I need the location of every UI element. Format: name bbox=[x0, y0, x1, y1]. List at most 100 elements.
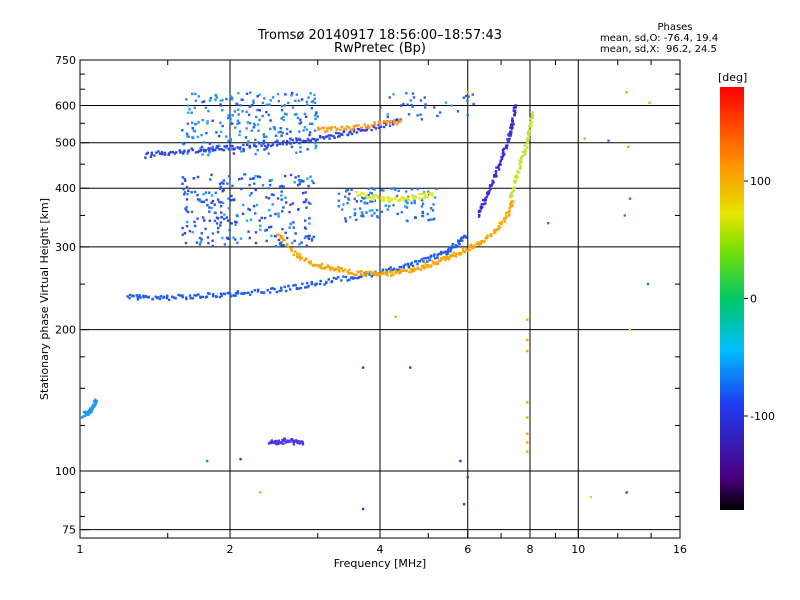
cluster-point bbox=[424, 103, 427, 106]
cluster-point bbox=[314, 117, 317, 121]
trace-point bbox=[184, 296, 188, 299]
trace-point bbox=[387, 198, 390, 202]
trace-point bbox=[365, 193, 368, 197]
cluster-point bbox=[245, 110, 248, 114]
trace-point bbox=[480, 240, 484, 243]
cluster-point bbox=[282, 243, 285, 247]
cluster-point bbox=[267, 152, 270, 155]
trace-point bbox=[95, 399, 98, 403]
trace-point bbox=[507, 140, 510, 143]
cluster-point bbox=[342, 203, 345, 206]
trace-point bbox=[353, 276, 357, 280]
trace-point bbox=[444, 256, 447, 259]
trace-point bbox=[395, 123, 398, 126]
trace-point bbox=[466, 249, 470, 253]
trace-point bbox=[183, 149, 186, 153]
trace-point bbox=[377, 196, 380, 200]
trace-point bbox=[458, 243, 461, 246]
trace-point bbox=[491, 179, 494, 183]
cluster-point bbox=[220, 211, 223, 214]
cluster-point bbox=[247, 230, 250, 233]
trace-point bbox=[159, 295, 163, 298]
trace-point bbox=[383, 199, 386, 202]
trace-point bbox=[274, 439, 277, 443]
trace-point bbox=[236, 290, 239, 293]
cluster-point bbox=[191, 92, 194, 96]
trace-point bbox=[236, 292, 240, 295]
x-tick-label: 10 bbox=[571, 543, 585, 556]
trace-point bbox=[225, 144, 229, 148]
cluster-point bbox=[239, 104, 242, 107]
trace-point bbox=[299, 138, 302, 142]
trace-point bbox=[279, 237, 282, 240]
cluster-point bbox=[355, 200, 358, 203]
cluster-point bbox=[305, 100, 309, 103]
cluster-point bbox=[293, 113, 297, 116]
cluster-point bbox=[313, 129, 317, 132]
trace-point bbox=[283, 238, 286, 242]
cluster-point bbox=[267, 226, 271, 229]
trace-point bbox=[519, 166, 523, 169]
cluster-point bbox=[261, 101, 265, 105]
cluster-point bbox=[310, 107, 314, 110]
cluster-point bbox=[225, 216, 229, 219]
trace-point bbox=[90, 408, 94, 411]
trace-point bbox=[270, 287, 273, 290]
trace-point bbox=[355, 124, 358, 127]
trace-point bbox=[450, 245, 454, 248]
cluster-point bbox=[406, 103, 409, 106]
scatter-point bbox=[526, 441, 529, 444]
cluster-point bbox=[277, 99, 281, 103]
trace-point bbox=[478, 242, 481, 245]
x-tick-label: 4 bbox=[377, 543, 384, 556]
trace-point bbox=[395, 119, 398, 122]
cluster-point bbox=[280, 194, 283, 197]
cluster-point bbox=[186, 210, 190, 214]
trace-point bbox=[295, 139, 298, 142]
trace-point bbox=[263, 144, 267, 148]
cluster-point bbox=[269, 127, 272, 131]
trace-point bbox=[389, 122, 392, 126]
trace-point bbox=[487, 192, 490, 195]
cluster-point bbox=[219, 221, 223, 224]
cluster-point bbox=[337, 192, 341, 196]
trace-point bbox=[329, 134, 333, 137]
trace-point bbox=[432, 261, 435, 264]
trace-point bbox=[328, 126, 331, 130]
cluster-point bbox=[198, 199, 201, 202]
cluster-point bbox=[302, 180, 305, 183]
cluster-point bbox=[464, 94, 468, 98]
trace-point bbox=[289, 142, 292, 145]
cluster-point bbox=[273, 128, 277, 131]
cluster-point bbox=[413, 216, 417, 219]
trace-point bbox=[332, 276, 336, 280]
trace-point bbox=[503, 153, 506, 156]
cluster-point bbox=[303, 126, 307, 129]
trace-point bbox=[352, 273, 356, 276]
colorbar-label: [deg] bbox=[718, 71, 747, 84]
trace-point bbox=[460, 251, 463, 255]
trace-point bbox=[303, 259, 307, 262]
cluster-point bbox=[265, 239, 268, 243]
cluster-point bbox=[218, 144, 221, 147]
trace-point bbox=[191, 148, 194, 152]
trace-point bbox=[523, 148, 527, 151]
cluster-point bbox=[208, 206, 211, 209]
cluster-point bbox=[272, 126, 276, 129]
cluster-point bbox=[248, 122, 252, 125]
cluster-point bbox=[290, 92, 294, 95]
trace-point bbox=[385, 119, 389, 123]
trace-point bbox=[412, 197, 415, 200]
trace-point bbox=[473, 244, 476, 248]
cluster-point bbox=[358, 207, 362, 210]
cluster-point bbox=[307, 184, 310, 188]
trace-point bbox=[399, 120, 402, 123]
cluster-point bbox=[185, 205, 188, 209]
trace-point bbox=[390, 273, 393, 276]
cluster-point bbox=[371, 209, 374, 212]
cluster-point bbox=[365, 211, 368, 214]
cluster-point bbox=[250, 192, 253, 195]
cluster-point bbox=[216, 226, 220, 230]
cluster-point bbox=[456, 110, 460, 113]
trace-point bbox=[428, 191, 431, 195]
